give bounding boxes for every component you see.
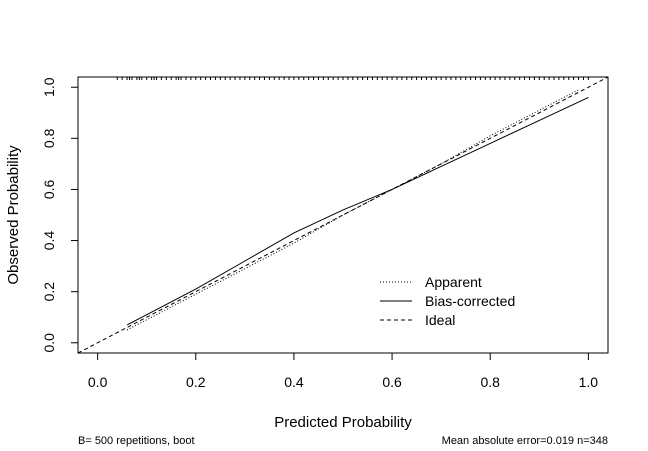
y-axis-title: Observed Probability [5,145,22,285]
series-lines [77,76,609,354]
legend-label-ideal: Ideal [425,312,455,328]
series-line-ideal [77,76,609,354]
x-tick-label: 1.0 [579,374,599,390]
y-tick-label: 0.6 [41,180,57,200]
footnote-right: Mean absolute error=0.019 n=348 [442,435,608,447]
y-tick-label: 0.0 [41,333,57,353]
y-tick-label: 1.0 [41,77,57,97]
x-axis-title: Predicted Probability [274,414,412,431]
y-tick-label: 0.2 [41,282,57,302]
y-tick-label: 0.8 [41,128,57,148]
footnote-left: B= 500 repetitions, boot [78,435,195,447]
x-tick-label: 0.2 [186,374,206,390]
x-tick-label: 0.4 [284,374,304,390]
x-axis: 0.0 0.2 0.4 0.6 0.8 1.0 [88,352,599,390]
x-tick-label: 0.0 [88,374,108,390]
y-tick-label: 0.4 [41,231,57,251]
series-line-bias-corrected [126,96,589,326]
legend-label-bias-corrected: Bias-corrected [425,293,515,309]
legend-label-apparent: Apparent [425,274,482,290]
x-tick-label: 0.8 [480,374,500,390]
y-axis: 0.0 0.2 0.4 0.6 0.8 1.0 [41,77,79,353]
legend: Apparent Bias-corrected Ideal [380,274,515,328]
x-tick-label: 0.6 [382,374,402,390]
rug-marks [116,77,589,80]
